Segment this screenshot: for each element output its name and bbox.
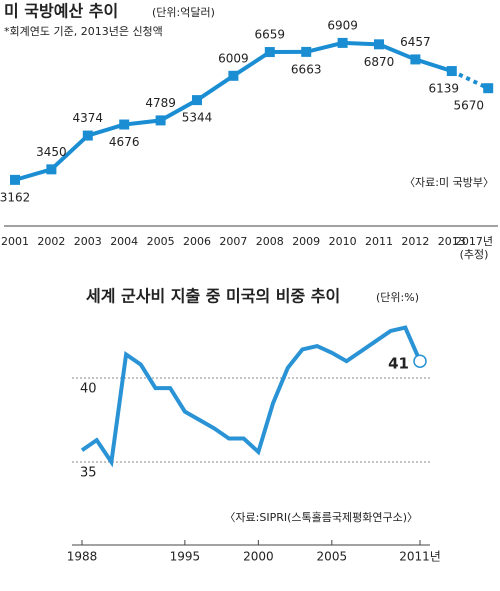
- x-tick-label: 2005: [317, 550, 348, 564]
- x-tick-label: 1995: [170, 550, 201, 564]
- unit: (단위:%): [376, 291, 419, 304]
- value-label: 4374: [73, 111, 104, 125]
- x-tick-label: 2007: [219, 235, 248, 248]
- unit: (단위:억달러): [152, 6, 215, 19]
- value-label: 5670: [453, 99, 484, 113]
- marker: [155, 115, 166, 126]
- y-tick-label: 40: [80, 382, 97, 397]
- x-tick-label: 2011: [365, 235, 393, 248]
- x-tick-label: 2004: [110, 235, 139, 248]
- value-label: 6659: [255, 28, 286, 42]
- x-tick-label: 2000: [243, 550, 274, 564]
- x-tick-label: 2017년 (추정): [454, 235, 494, 261]
- marker: [264, 47, 275, 58]
- value-label: 6009: [218, 51, 249, 65]
- source: 〈자료:SIPRI(스톡홀름국제평화연구소)〉: [224, 511, 418, 524]
- line: [450, 69, 490, 91]
- y-tick-label: 35: [80, 466, 97, 481]
- note: *회계연도 기준, 2013년은 신청액: [4, 25, 163, 38]
- source: 〈자료:미 국방부〉: [404, 176, 494, 189]
- x-tick-label: 2011년: [399, 550, 441, 564]
- value-label: 6139: [429, 82, 460, 96]
- value-label: 6870: [364, 55, 395, 69]
- x-tick-label: 2001: [1, 235, 29, 248]
- chart-title: 미 국방예산 추이: [4, 2, 118, 21]
- value-label: 41: [388, 355, 409, 373]
- marker: [413, 354, 427, 368]
- x-tick-label: 2013: [437, 235, 466, 248]
- x-tick-label: 1988: [67, 550, 98, 564]
- x-tick-label: 2008: [255, 235, 284, 248]
- value-label: 6663: [291, 62, 322, 76]
- marker: [119, 119, 130, 130]
- marker: [410, 54, 421, 65]
- marker: [228, 70, 239, 81]
- value-label: 4676: [109, 135, 140, 149]
- marker: [446, 66, 457, 77]
- x-tick-label: 2006: [183, 235, 211, 248]
- marker: [301, 46, 312, 57]
- marker: [374, 39, 384, 50]
- value-label: 6457: [400, 35, 431, 49]
- x-tick-label: 2003: [73, 235, 102, 248]
- x-tick-label: 2009: [292, 235, 321, 248]
- chart-title: 세계 군사비 지출 중 미국의 비중 추이: [86, 287, 340, 306]
- value-label: 5344: [182, 111, 213, 125]
- marker: [337, 37, 348, 48]
- marker: [483, 83, 494, 94]
- value-label: 3162: [0, 190, 30, 204]
- x-tick-label: 2002: [37, 235, 66, 248]
- x-tick-label: 2010: [328, 235, 357, 248]
- x-tick-label: 2012: [401, 235, 430, 248]
- value-label: 3450: [36, 145, 67, 159]
- marker: [82, 130, 93, 141]
- x-tick-label: 2005: [146, 235, 175, 248]
- marker: [46, 164, 57, 175]
- value-label: 4789: [145, 96, 176, 110]
- value-label: 6909: [327, 18, 358, 32]
- marker: [10, 174, 20, 185]
- line: [80, 325, 422, 468]
- marker: [192, 95, 202, 106]
